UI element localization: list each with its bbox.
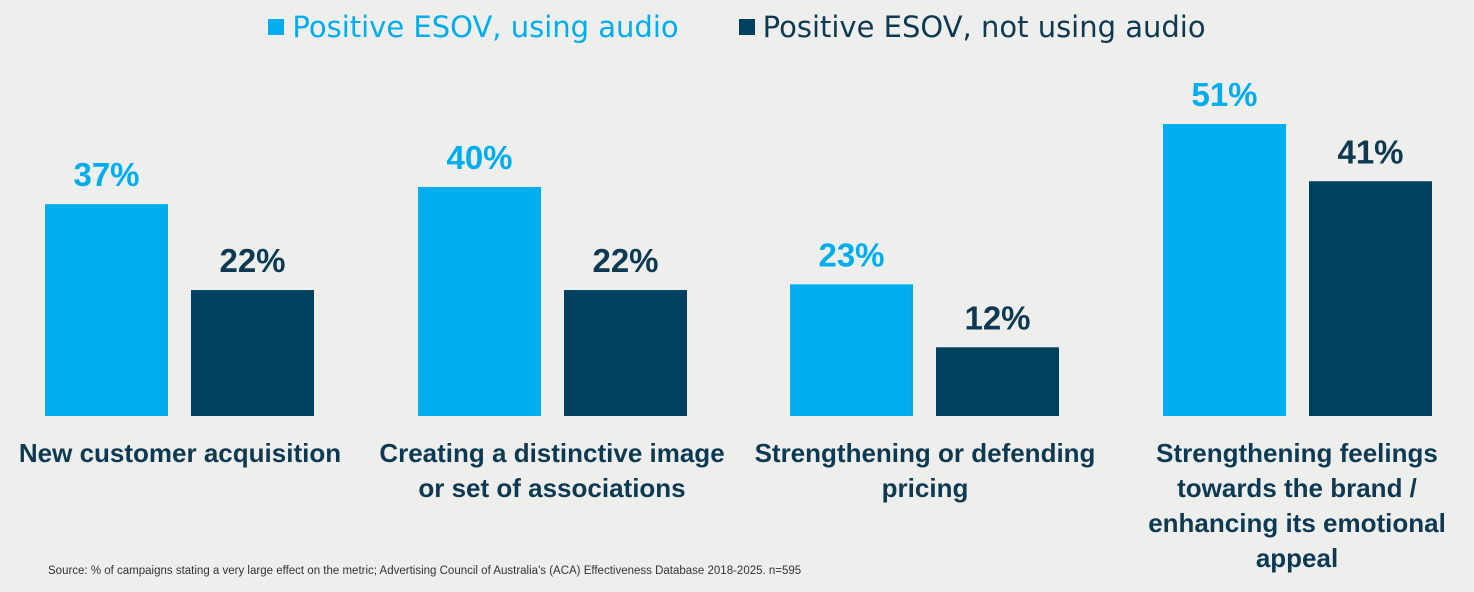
data-label: 22% <box>219 242 285 279</box>
bar <box>564 290 687 416</box>
legend-swatch <box>738 19 755 35</box>
data-label: 40% <box>446 139 512 176</box>
bar <box>1163 124 1286 416</box>
data-label: 41% <box>1337 133 1403 170</box>
data-label: 51% <box>1191 76 1257 113</box>
data-label: 37% <box>73 156 139 193</box>
bar <box>1309 181 1432 416</box>
category-label: Strengthening or defending pricing <box>754 438 1096 503</box>
legend-item-not-using-audio: Positive ESOV, not using audio <box>738 10 1206 44</box>
data-label: 22% <box>592 242 658 279</box>
bar <box>936 347 1059 416</box>
legend-item-using-audio: Positive ESOV, using audio <box>268 10 679 44</box>
bar <box>790 284 913 416</box>
legend: Positive ESOV, using audio Positive ESOV… <box>0 10 1474 44</box>
data-label: 23% <box>818 236 884 273</box>
source-note: Source: % of campaigns stating a very la… <box>48 565 802 577</box>
data-label: 12% <box>964 299 1030 336</box>
category-label: Creating a distinctive image or set of a… <box>379 438 725 503</box>
bar <box>418 186 541 416</box>
category-label: New customer acquisition <box>18 438 342 468</box>
category-label: Strengthening feelings towards the brand… <box>1148 438 1446 573</box>
bar <box>45 204 168 416</box>
legend-label: Positive ESOV, using audio <box>292 10 679 44</box>
bar <box>191 290 314 416</box>
legend-label: Positive ESOV, not using audio <box>762 10 1206 44</box>
legend-swatch <box>268 19 285 35</box>
